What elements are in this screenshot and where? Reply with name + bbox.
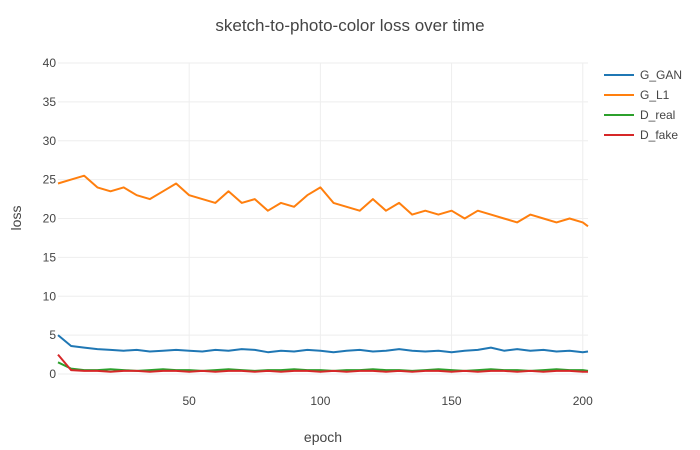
- y-tick-label: 10: [43, 289, 57, 303]
- series-line-d-fake: [57, 353, 588, 373]
- x-tick-label: 50: [183, 394, 197, 408]
- y-tick-label: 35: [43, 95, 57, 109]
- legend-item-g-l1[interactable]: G_L1: [604, 88, 670, 102]
- series-line-g-l1: [57, 174, 589, 228]
- legend-item-d-real[interactable]: D_real: [604, 108, 675, 122]
- series-layer: [57, 174, 589, 373]
- series-line-d-real: [57, 361, 589, 372]
- x-axis-title: epoch: [304, 429, 342, 445]
- x-tick-label: 200: [573, 394, 593, 408]
- y-axis-title: loss: [8, 206, 24, 231]
- legend-label: D_real: [640, 108, 675, 122]
- x-tick-label: 150: [442, 394, 462, 408]
- x-tick-label: 100: [310, 394, 330, 408]
- y-tick-label: 5: [49, 328, 56, 342]
- chart-title: sketch-to-photo-color loss over time: [215, 16, 484, 35]
- y-tick-label: 40: [43, 56, 57, 70]
- y-tick-label: 30: [43, 134, 57, 148]
- legend-label: G_GAN: [640, 68, 682, 82]
- legend-item-d-fake[interactable]: D_fake: [604, 128, 678, 142]
- legend-item-g-gan[interactable]: G_GAN: [604, 68, 682, 82]
- legend-label: D_fake: [640, 128, 678, 142]
- y-tick-label: 0: [49, 367, 56, 381]
- y-tick-label: 25: [43, 173, 57, 187]
- y-tick-label: 20: [43, 212, 57, 226]
- grid-lines: [58, 62, 588, 375]
- series-line-g-gan: [57, 334, 589, 354]
- tick-labels: 0 5 10 15 20 25 30 35 40 50 100 150 200: [43, 56, 593, 408]
- legend[interactable]: G_GAN G_L1 D_real D_fake: [604, 68, 682, 142]
- y-tick-label: 15: [43, 250, 57, 264]
- legend-label: G_L1: [640, 88, 670, 102]
